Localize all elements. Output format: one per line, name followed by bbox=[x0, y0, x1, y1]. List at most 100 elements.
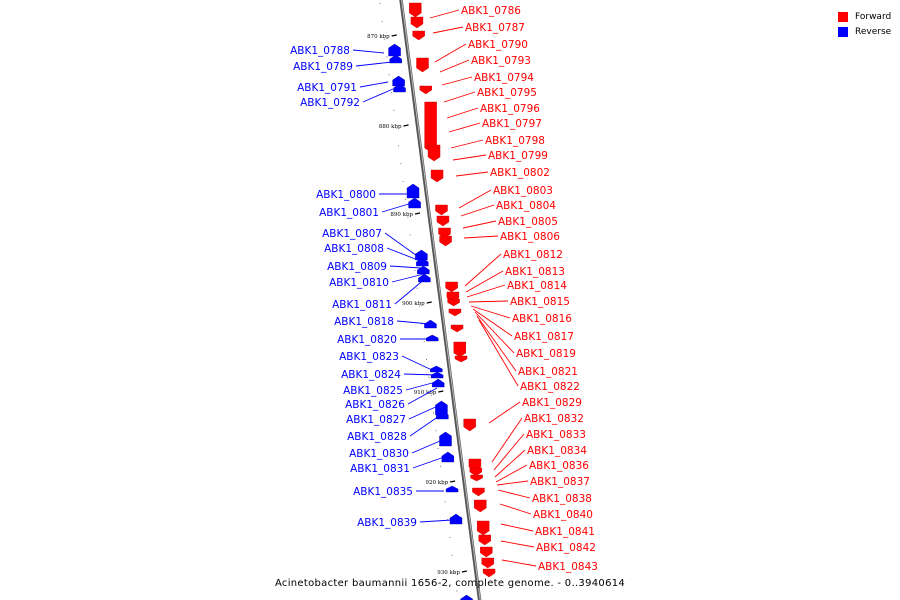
scale-minor-dot bbox=[409, 234, 411, 236]
gene-label-abk1-0813: ABK1_0813 bbox=[505, 266, 565, 278]
scale-minor-dot bbox=[381, 20, 383, 22]
forward-gene-arrow bbox=[416, 57, 429, 73]
forward-leader-line bbox=[458, 189, 492, 209]
gene-label-abk1-0823: ABK1_0823 bbox=[339, 351, 399, 363]
gene-label-abk1-0799: ABK1_0799 bbox=[488, 150, 548, 162]
scale-tick-mark bbox=[391, 34, 397, 37]
forward-leader-line bbox=[462, 220, 497, 229]
scale-minor-dot bbox=[388, 74, 390, 76]
gene-label-abk1-0827: ABK1_0827 bbox=[346, 414, 406, 426]
forward-leader-line bbox=[429, 9, 460, 19]
forward-leader-line bbox=[499, 503, 532, 515]
forward-leader-line bbox=[452, 154, 487, 161]
reverse-swatch bbox=[838, 26, 848, 37]
reverse-gene-arrow bbox=[418, 273, 431, 283]
gene-label-abk1-0828: ABK1_0828 bbox=[347, 431, 407, 443]
scale-minor-dot bbox=[449, 537, 451, 538]
reverse-leader-line bbox=[407, 387, 438, 405]
scale-minor-dot bbox=[398, 145, 400, 147]
reverse-leader-line bbox=[405, 381, 437, 391]
gene-label-abk1-0837: ABK1_0837 bbox=[530, 476, 590, 488]
forward-leader-line bbox=[455, 171, 489, 177]
reverse-leader-line bbox=[391, 273, 425, 283]
legend-item-forward: Forward bbox=[838, 9, 891, 24]
gene-label-abk1-0819: ABK1_0819 bbox=[516, 348, 576, 360]
forward-gene-arrow bbox=[430, 169, 444, 183]
reverse-leader-line bbox=[359, 81, 389, 88]
forward-leader-line bbox=[500, 523, 534, 532]
scale-minor-dot bbox=[395, 127, 397, 129]
forward-gene-arrow bbox=[469, 467, 483, 477]
gene-label-abk1-0800: ABK1_0800 bbox=[316, 189, 376, 201]
gene-label-abk1-0805: ABK1_0805 bbox=[498, 216, 558, 228]
scale-minor-dot bbox=[400, 163, 402, 165]
gene-label-abk1-0809: ABK1_0809 bbox=[327, 261, 387, 273]
gene-label-abk1-0790: ABK1_0790 bbox=[468, 39, 528, 51]
scale-minor-dot bbox=[437, 448, 439, 449]
reverse-gene-arrow bbox=[424, 319, 437, 329]
reverse-leader-line bbox=[401, 355, 435, 372]
reverse-gene-arrow bbox=[460, 594, 473, 600]
scale-tick-mark bbox=[403, 124, 409, 127]
gene-label-abk1-0825: ABK1_0825 bbox=[343, 385, 403, 397]
reverse-leader-line bbox=[381, 202, 413, 213]
gene-label-abk1-0821: ABK1_0821 bbox=[518, 366, 578, 378]
gene-label-abk1-0787: ABK1_0787 bbox=[465, 22, 525, 34]
reverse-gene-arrow bbox=[388, 43, 401, 57]
scale-minor-dot bbox=[421, 323, 423, 325]
forward-gene-arrow bbox=[424, 101, 437, 153]
forward-leader-line bbox=[472, 308, 513, 337]
forward-gene-arrow bbox=[482, 568, 496, 578]
reverse-gene-arrow bbox=[408, 197, 421, 209]
scale-tick-label: 900 kbp bbox=[402, 301, 425, 307]
scale-minor-dot bbox=[444, 501, 446, 503]
forward-leader-line bbox=[450, 139, 484, 149]
scale-minor-dot bbox=[416, 287, 418, 289]
scale-minor-dot bbox=[419, 305, 421, 307]
forward-leader-line bbox=[463, 235, 499, 239]
gene-label-abk1-0840: ABK1_0840 bbox=[533, 509, 593, 521]
reverse-leader-line bbox=[362, 88, 394, 103]
scale-minor-dot bbox=[423, 341, 425, 343]
gene-label-abk1-0818: ABK1_0818 bbox=[334, 316, 394, 328]
genome-backbone-highlight bbox=[401, 0, 481, 600]
forward-leader-line bbox=[464, 253, 502, 287]
gene-label-abk1-0812: ABK1_0812 bbox=[503, 249, 563, 261]
reverse-leader-line bbox=[409, 411, 446, 437]
forward-leader-line bbox=[501, 559, 537, 567]
gene-label-abk1-0841: ABK1_0841 bbox=[535, 526, 595, 538]
scale-minor-dot bbox=[456, 590, 458, 592]
forward-gene-arrow bbox=[410, 16, 424, 29]
gene-label-abk1-0789: ABK1_0789 bbox=[293, 61, 353, 73]
scale-minor-dot bbox=[391, 92, 393, 93]
gene-label-abk1-0803: ABK1_0803 bbox=[493, 185, 553, 197]
gene-label-abk1-0834: ABK1_0834 bbox=[527, 445, 587, 457]
forward-gene-arrow bbox=[476, 520, 490, 536]
gene-label-abk1-0804: ABK1_0804 bbox=[496, 200, 556, 212]
gene-label-abk1-0798: ABK1_0798 bbox=[485, 135, 545, 147]
forward-gene-arrow bbox=[427, 144, 441, 162]
reverse-gene-arrow bbox=[406, 183, 420, 199]
reverse-leader-line bbox=[396, 320, 431, 325]
gene-label-abk1-0788: ABK1_0788 bbox=[290, 45, 350, 57]
scale-tick-label: 920 kbp bbox=[426, 480, 449, 486]
gene-label-abk1-0791: ABK1_0791 bbox=[297, 82, 357, 94]
forward-leader-line bbox=[494, 449, 526, 478]
gene-label-abk1-0838: ABK1_0838 bbox=[532, 493, 592, 505]
gene-label-abk1-0793: ABK1_0793 bbox=[471, 55, 531, 67]
gene-label-abk1-0810: ABK1_0810 bbox=[329, 277, 389, 289]
legend-item-reverse: Reverse bbox=[838, 24, 891, 39]
forward-gene-arrow bbox=[435, 204, 448, 216]
gene-label-abk1-0836: ABK1_0836 bbox=[529, 460, 589, 472]
scale-minor-dot bbox=[440, 465, 442, 467]
forward-gene-arrow bbox=[454, 355, 468, 363]
genome-backbone bbox=[399, 0, 482, 600]
scale-tick-label: 870 kbp bbox=[367, 34, 390, 40]
forward-leader-line bbox=[460, 204, 495, 217]
forward-gene-arrow bbox=[448, 308, 462, 317]
forward-gene-arrow bbox=[436, 215, 450, 227]
reverse-leader-line bbox=[355, 61, 393, 67]
gene-label-abk1-0839: ABK1_0839 bbox=[357, 517, 417, 529]
scale-minor-dot bbox=[442, 483, 444, 485]
scale-minor-dot bbox=[451, 554, 453, 556]
